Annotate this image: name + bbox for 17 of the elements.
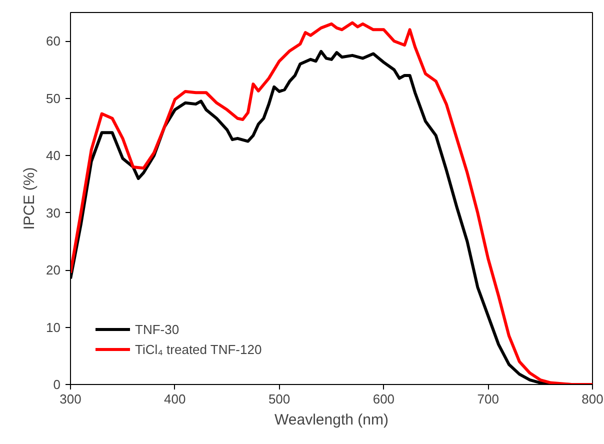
legend-label: TiCl₄ treated TNF-120 — [135, 342, 262, 356]
x-tick-label: 400 — [164, 392, 186, 406]
x-tick-label: 500 — [268, 392, 290, 406]
y-axis-title: IPCE (%) — [21, 167, 38, 230]
y-tick-label: 10 — [46, 320, 61, 335]
legend-label: TNF-30 — [135, 322, 180, 336]
x-tick-label: 800 — [582, 392, 604, 406]
y-tick-label: 40 — [46, 148, 61, 164]
y-tick-label: 20 — [46, 262, 61, 278]
y-tick-label: 60 — [46, 34, 61, 49]
x-tick-label: 600 — [372, 392, 395, 406]
y-tick-label: 50 — [46, 90, 61, 106]
x-axis-title: Weavlength (nm) — [274, 412, 388, 428]
x-tick-label: 700 — [477, 392, 499, 406]
y-tick-label: 30 — [46, 205, 61, 220]
y-tick-label: 0 — [53, 377, 61, 392]
x-tick-label: 300 — [60, 392, 82, 406]
